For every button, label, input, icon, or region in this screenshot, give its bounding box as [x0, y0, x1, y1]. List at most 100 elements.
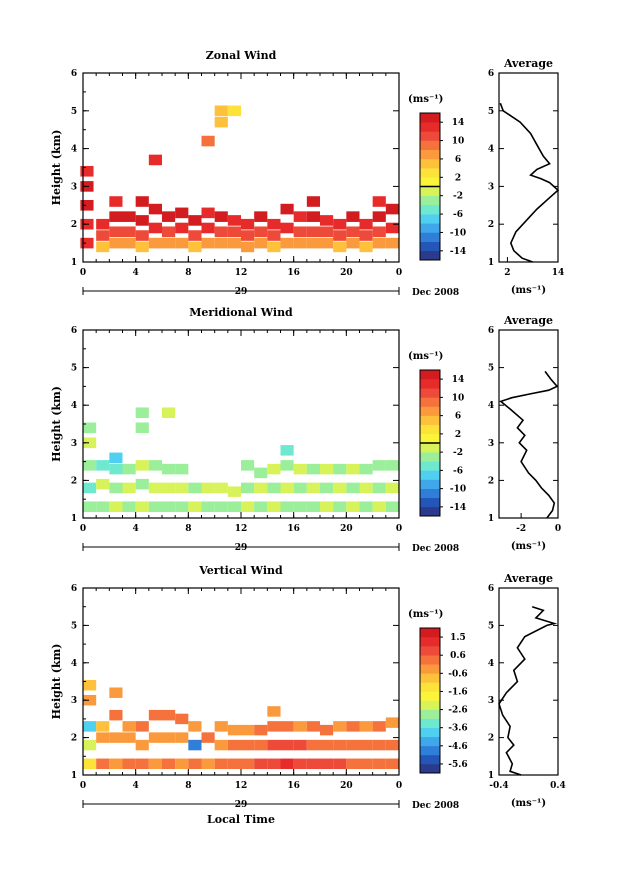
heatmap-cell [96, 218, 110, 230]
heatmap-cell [306, 226, 320, 238]
heatmap-cell [320, 226, 334, 238]
heatmap-cell [201, 482, 215, 494]
heatmap-cell [135, 422, 149, 434]
heatmap-cell [359, 463, 373, 475]
colorbar-swatch [420, 506, 440, 517]
profile-y-tick-label: 6 [488, 69, 494, 79]
y-tick-label: 2 [71, 476, 77, 486]
colorbar-label: -3.6 [448, 724, 467, 734]
heatmap-cell [359, 482, 373, 494]
colorbar-swatch [420, 186, 440, 196]
heatmap-cell [83, 422, 97, 434]
heatmap-cell [293, 482, 307, 494]
heatmap-cell [385, 758, 399, 770]
heatmap-cell [214, 501, 228, 512]
colorbar-swatch [420, 763, 440, 774]
heatmap-cell [241, 460, 255, 471]
profile-title: Average [503, 314, 553, 327]
profile-y-tick-label: 5 [488, 107, 494, 117]
heatmap-cell [280, 460, 294, 471]
heatmap-cell [83, 460, 97, 471]
heatmap-cell [135, 460, 149, 471]
date-day: 29 [235, 287, 248, 297]
colorbar-swatch [420, 140, 440, 151]
colorbar-swatch [420, 754, 440, 765]
x-tick-label: 12 [235, 781, 248, 791]
heatmap-cell [280, 482, 294, 494]
heatmap-cell [306, 482, 320, 494]
heatmap-cell [175, 207, 189, 219]
x-tick-label: 4 [133, 524, 139, 534]
heatmap-cell [109, 501, 123, 512]
heatmap-cell [385, 717, 399, 728]
heatmap-cell [254, 211, 268, 222]
x-tick-label: 16 [287, 781, 300, 791]
y-tick-label: 5 [71, 107, 77, 117]
colorbar-swatch [420, 470, 440, 480]
heatmap-cell [385, 460, 399, 471]
heatmap-cell [201, 135, 215, 147]
heatmap-cell [162, 501, 176, 512]
heatmap-cell [148, 237, 162, 249]
colorbar-swatch [420, 406, 440, 416]
heatmap-cell [346, 237, 360, 249]
heatmap-cell [306, 196, 320, 207]
heatmap-cell [359, 230, 373, 241]
colorbar-label: -0.6 [448, 669, 467, 679]
profile-line [499, 370, 559, 519]
x-tick-label: 8 [185, 781, 191, 791]
profile-line [498, 605, 558, 776]
heatmap-cell [267, 230, 281, 241]
heatmap-cell [359, 739, 373, 751]
heatmap-cell [372, 758, 386, 770]
heatmap-cell [241, 241, 255, 253]
y-tick-label: 3 [71, 182, 77, 192]
heatmap-cell [135, 758, 149, 770]
heatmap-cell [109, 452, 123, 464]
heatmap-cell [135, 196, 149, 207]
heatmap-cell [83, 739, 97, 751]
colorbar-swatch [420, 158, 440, 169]
heatmap-cell [96, 241, 110, 253]
heatmap-cell [201, 222, 215, 234]
heatmap-cell [175, 501, 189, 512]
heatmap-cell [96, 758, 110, 770]
profile-x-tick-label: -0.4 [489, 781, 508, 791]
heatmap-cell [333, 721, 347, 732]
heatmap-cell [320, 215, 334, 226]
x-tick-label: 4 [133, 781, 139, 791]
profile-frame [498, 329, 559, 519]
heatmap-cell [306, 721, 320, 732]
colorbar-swatch [420, 691, 440, 701]
heatmap-cell [254, 501, 268, 512]
profile-title: Average [503, 57, 553, 70]
heatmap-cell [359, 721, 373, 732]
colorbar-label: 6 [455, 412, 461, 422]
profile-x-label: (ms⁻¹) [511, 798, 546, 809]
heatmap-cell [109, 237, 123, 249]
y-tick-label: 5 [71, 364, 77, 374]
colorbar-label: 0.6 [450, 651, 466, 661]
heatmap-cell [148, 154, 162, 166]
x-tick-label: 12 [235, 524, 248, 534]
profile-y-tick-label: 2 [488, 220, 494, 230]
heatmap-cell [280, 758, 294, 770]
heatmap-cell [320, 724, 334, 736]
heatmap-cell [201, 501, 215, 512]
heatmap-cell [267, 758, 281, 770]
heatmap-cell [306, 739, 320, 751]
heatmap-cell [214, 721, 228, 732]
heatmap-cell [109, 482, 123, 494]
colorbar-swatch [420, 214, 440, 224]
heatmap-cell [162, 407, 176, 418]
heatmap-cell [359, 241, 373, 253]
heatmap-cell [214, 739, 228, 751]
y-tick-label: 1 [71, 514, 77, 524]
x-tick-label: 0 [396, 781, 402, 791]
y-tick-label: 2 [71, 734, 77, 744]
heatmap-cell [162, 237, 176, 249]
heatmap-cell [320, 482, 334, 494]
heatmap-cell [175, 732, 189, 743]
heatmap-cell [135, 407, 149, 418]
colorbar-label: 10 [452, 393, 465, 403]
